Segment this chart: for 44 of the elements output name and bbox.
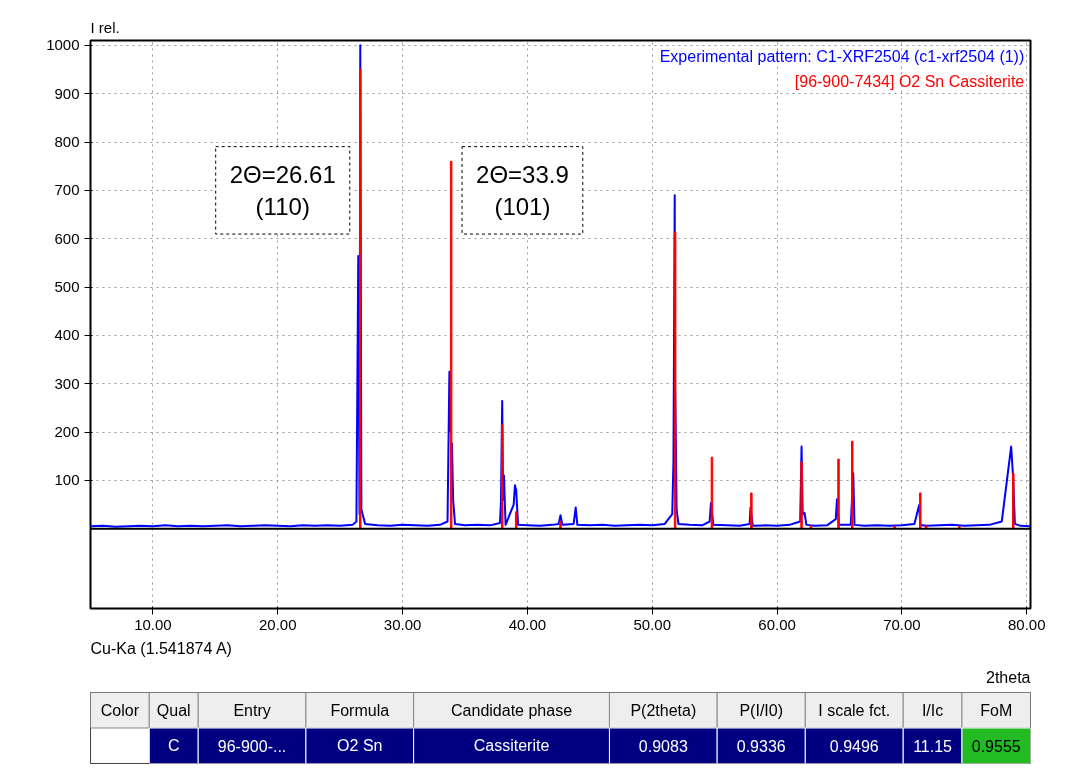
y-tick-label: 1000 xyxy=(46,36,80,54)
x-axis-title: 2theta xyxy=(986,668,1031,686)
x-tick-label: 60.00 xyxy=(758,615,796,633)
x-tick-label: 50.00 xyxy=(633,615,672,633)
x-tick-label: 40.00 xyxy=(508,615,547,633)
category-label: Entry xyxy=(233,701,271,719)
category-label: Candidate phase xyxy=(451,701,573,719)
category-label: Qual xyxy=(156,701,191,719)
y-tick-label: 100 xyxy=(54,471,80,489)
text: 0.9336 xyxy=(736,737,786,755)
text: 0.9555 xyxy=(971,737,1021,755)
text: 0.9496 xyxy=(829,737,879,755)
text: Cassiterite xyxy=(473,737,550,755)
category-label: I/Ic xyxy=(921,701,944,719)
y-tick-label: 800 xyxy=(54,133,80,151)
text: C xyxy=(167,737,180,755)
text: 11.15 xyxy=(913,737,953,755)
x-tick-label: 80.00 xyxy=(1007,615,1046,633)
annotation: 2Θ=26.61 (110) xyxy=(229,160,336,221)
x-tick-label: 20.00 xyxy=(258,615,297,633)
category-label: I scale fct. xyxy=(818,701,891,719)
category-label: P(2theta) xyxy=(630,701,697,719)
text: Cu-Ka (1.541874 A) xyxy=(90,639,232,657)
annotation: 2Θ=33.9 (101) xyxy=(476,160,569,221)
text: Experimental pattern: C1-XRF2504 (c1-xrf2504 (1)) xyxy=(659,47,1025,65)
category-label: Color xyxy=(100,701,140,719)
category-label: Formula xyxy=(330,701,390,719)
y-tick-label: 700 xyxy=(54,181,80,199)
y-tick-label: 900 xyxy=(54,84,80,102)
category-label: P(I/I0) xyxy=(739,701,784,719)
category-label: FoM xyxy=(980,701,1013,719)
text: 0.9083 xyxy=(638,737,688,755)
y-tick-label: 200 xyxy=(54,423,80,441)
text: 96-900-... xyxy=(217,737,287,755)
y-tick-label: 400 xyxy=(54,326,80,344)
y-axis-title: I rel. xyxy=(90,18,120,36)
y-tick-label: 500 xyxy=(54,278,80,296)
x-tick-label: 10.00 xyxy=(134,615,172,633)
y-tick-label: 300 xyxy=(54,374,80,392)
text: [96-900-7434] O2 Sn Cassiterite xyxy=(794,72,1025,90)
y-tick-label: 600 xyxy=(54,229,80,247)
x-tick-label: 70.00 xyxy=(883,615,921,633)
x-tick-label: 30.00 xyxy=(383,615,422,633)
text: O2 Sn xyxy=(337,737,383,755)
